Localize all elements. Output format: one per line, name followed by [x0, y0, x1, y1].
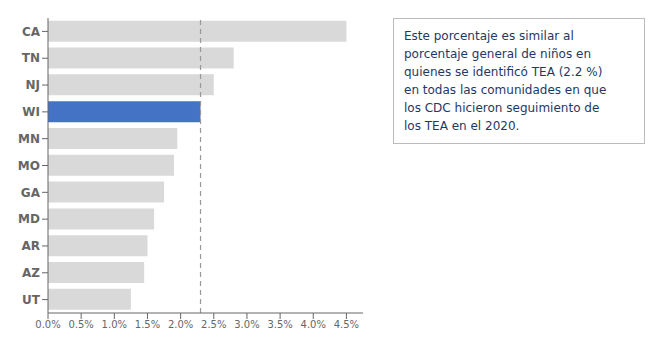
svg-text:TN: TN: [22, 51, 40, 65]
svg-text:AZ: AZ: [22, 266, 40, 280]
svg-text:4.5%: 4.5%: [334, 319, 359, 330]
svg-text:UT: UT: [22, 293, 41, 307]
svg-text:MD: MD: [18, 212, 40, 226]
svg-text:2.0%: 2.0%: [168, 319, 193, 330]
svg-text:WI: WI: [22, 105, 40, 119]
svg-text:2.5%: 2.5%: [201, 319, 226, 330]
svg-text:CA: CA: [22, 25, 41, 39]
svg-text:4.0%: 4.0%: [301, 319, 326, 330]
svg-text:1.5%: 1.5%: [135, 319, 160, 330]
svg-text:3.0%: 3.0%: [234, 319, 259, 330]
svg-text:3.5%: 3.5%: [267, 319, 292, 330]
svg-text:1.0%: 1.0%: [102, 319, 127, 330]
html-text:Este porcentaje es similar al: Este porcentaje es similar al porcentaje…: [404, 29, 607, 133]
svg-text:0.0%: 0.0%: [35, 319, 60, 330]
svg-text:0.5%: 0.5%: [68, 319, 93, 330]
svg-text:NJ: NJ: [25, 78, 40, 92]
svg-text:AR: AR: [21, 239, 40, 253]
svg-text:GA: GA: [21, 186, 41, 200]
svg-text:MO: MO: [18, 159, 40, 173]
svg-text:MN: MN: [18, 132, 40, 146]
